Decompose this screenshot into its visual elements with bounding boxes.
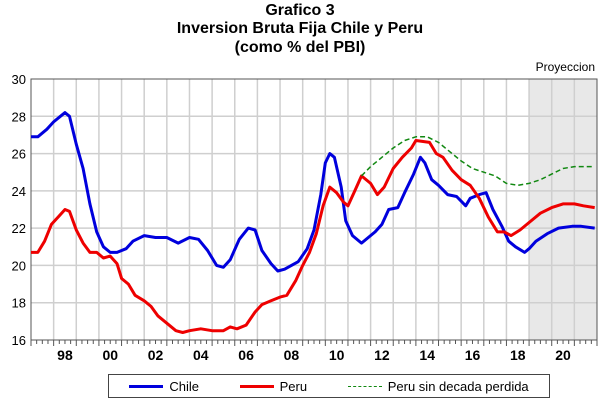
projection-label: Proyeccion <box>536 60 595 74</box>
y-tick-label: 22 <box>12 221 26 236</box>
x-tick-label: 10 <box>329 347 345 363</box>
y-tick-label: 28 <box>12 109 26 124</box>
chart-title: Grafico 3 <box>265 2 335 19</box>
chart-subtitle: Inversion Bruta Fija Chile y Peru <box>176 20 424 37</box>
x-tick-label: 12 <box>374 347 390 363</box>
legend-swatch <box>239 384 274 388</box>
x-tick-label: 00 <box>102 347 118 363</box>
x-tick-label: 14 <box>419 347 435 363</box>
x-tick-label: 16 <box>465 347 481 363</box>
legend-label: Chile <box>169 378 199 394</box>
legend-label: Peru <box>279 378 308 394</box>
x-tick-label: 18 <box>510 347 526 363</box>
y-tick-label: 20 <box>12 258 26 273</box>
legend-item-chile: Chile <box>129 379 199 394</box>
x-tick-label: 98 <box>57 347 73 363</box>
legend-swatch <box>129 384 164 388</box>
x-tick-label: 06 <box>238 347 254 363</box>
plot-frame <box>30 78 598 341</box>
series-line-peru <box>31 139 595 334</box>
x-tick-label: 04 <box>193 347 209 363</box>
series-line-chile <box>31 111 595 273</box>
chart-subtitle-units: (como % del PBI) <box>234 39 366 56</box>
y-tick-label: 24 <box>12 184 26 199</box>
y-tick-label: 30 <box>12 72 26 87</box>
x-tick-label: 20 <box>555 347 571 363</box>
y-tick-label: 26 <box>12 147 26 162</box>
projection-shade <box>529 79 597 340</box>
x-tick-label: 02 <box>148 347 164 363</box>
legend-label: Peru sin decada perdida <box>387 378 529 394</box>
chart-plot: Proyeccion 16 18 20 22 24 26 28 30 98 00 02 04 06 08 10… <box>12 60 598 363</box>
legend-item-peru-sin-decada: Peru sin decada perdida <box>347 378 529 394</box>
x-tick-label: 08 <box>284 347 300 363</box>
legend: Chile Peru Peru sin decada perdida <box>108 374 550 398</box>
y-tick-label: 18 <box>12 296 26 311</box>
legend-swatch <box>347 385 382 387</box>
y-tick-label: 16 <box>12 333 26 348</box>
legend-item-peru: Peru <box>239 378 308 394</box>
